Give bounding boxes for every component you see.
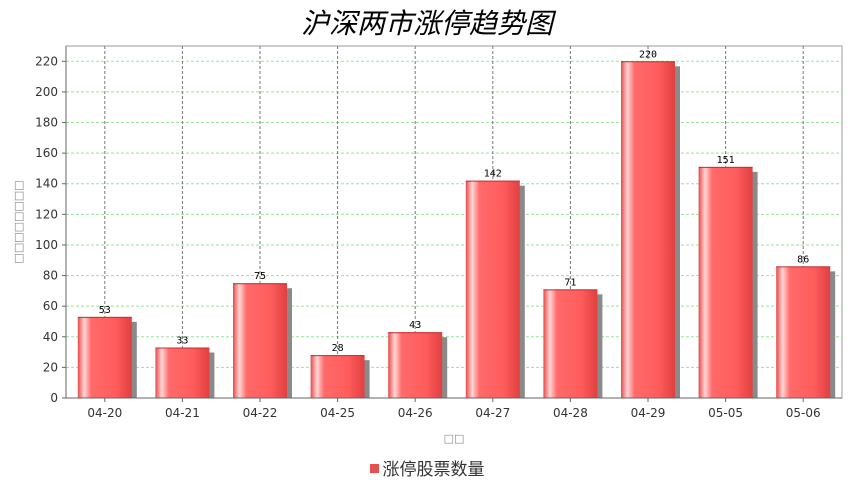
y-tick-label: 160 (35, 146, 58, 160)
y-tick-label: 60 (43, 299, 58, 313)
data-label: 28 (332, 343, 344, 354)
x-tick-label: 05-05 (708, 406, 743, 420)
bar (465, 180, 520, 398)
y-tick-label: 140 (35, 177, 58, 191)
x-tick-label: 04-27 (475, 406, 510, 420)
data-label: 220 (639, 49, 657, 60)
bar (233, 283, 287, 398)
y-tick-label: 220 (35, 54, 58, 68)
bar (388, 332, 443, 398)
x-tick-label: 04-29 (631, 406, 666, 420)
bar (155, 347, 210, 398)
data-label: 33 (176, 335, 188, 346)
bar (698, 166, 753, 398)
data-label: 53 (99, 305, 111, 316)
bar (543, 289, 598, 398)
data-label: 75 (254, 271, 266, 282)
y-tick-label: 100 (35, 238, 58, 252)
x-tick-label: 05-06 (786, 406, 821, 420)
legend: 涨停股票数量 (0, 455, 854, 480)
x-axis-label: □□ (444, 432, 465, 445)
legend-swatch (369, 464, 379, 473)
y-tick-label: 180 (35, 116, 58, 130)
y-tick-label: 120 (35, 207, 58, 221)
x-tick-label: 04-21 (165, 406, 200, 420)
data-label: 151 (717, 155, 735, 166)
x-tick-label: 04-20 (87, 406, 122, 420)
x-tick-label: 04-28 (553, 406, 588, 420)
data-label: 86 (797, 254, 809, 265)
legend-label: 涨停股票数量 (382, 460, 485, 480)
data-label: 43 (409, 320, 421, 331)
chart-title: 沪深两市涨停趋势图 (300, 7, 553, 40)
y-axis-label: □□□□□□□□ (12, 180, 25, 263)
data-label: 142 (484, 169, 502, 180)
x-tick-label: 04-25 (320, 406, 355, 420)
x-tick-label: 04-22 (243, 406, 278, 420)
bar (621, 61, 675, 398)
data-label: 71 (564, 277, 576, 288)
y-tick-label: 20 (43, 360, 58, 374)
y-tick-label: 200 (35, 85, 58, 99)
x-tick-label: 04-26 (398, 406, 433, 420)
y-tick-label: 80 (43, 269, 58, 283)
bar (77, 316, 132, 398)
bar (776, 266, 831, 398)
y-tick-label: 0 (50, 391, 58, 405)
bar (310, 355, 365, 398)
y-tick-label: 40 (43, 330, 58, 344)
